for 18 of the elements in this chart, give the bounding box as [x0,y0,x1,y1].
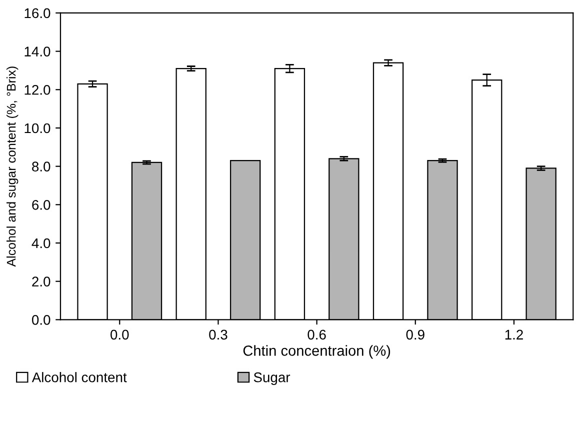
legend-label: Alcohol content [32,372,127,382]
legend-label: Sugar [254,372,290,385]
x-tick-label: 0.3 [209,330,228,340]
y-axis-title: Alcohol and sugar content (%, °Brix) [6,66,18,267]
x-axis-title: Chtin concentraion (%) [243,345,390,359]
y-tick-label: 2.0 [32,276,50,287]
y-tick-label: 16.0 [24,8,50,18]
x-tick-label: 1.2 [505,330,523,340]
y-tick-label: 10.0 [24,123,50,134]
x-tick-label: 0.0 [110,330,129,340]
y-tick-label: 12.0 [24,84,50,95]
y-tick-label: 4.0 [32,238,50,248]
x-tick-label: 0.6 [308,330,326,340]
y-tick-label: 14.0 [24,46,50,56]
y-tick-label: 0.0 [32,315,50,325]
x-tick-label: 0.9 [406,330,424,340]
y-tick-label: 8.0 [32,162,50,172]
y-tick-label: 6.0 [32,200,50,210]
